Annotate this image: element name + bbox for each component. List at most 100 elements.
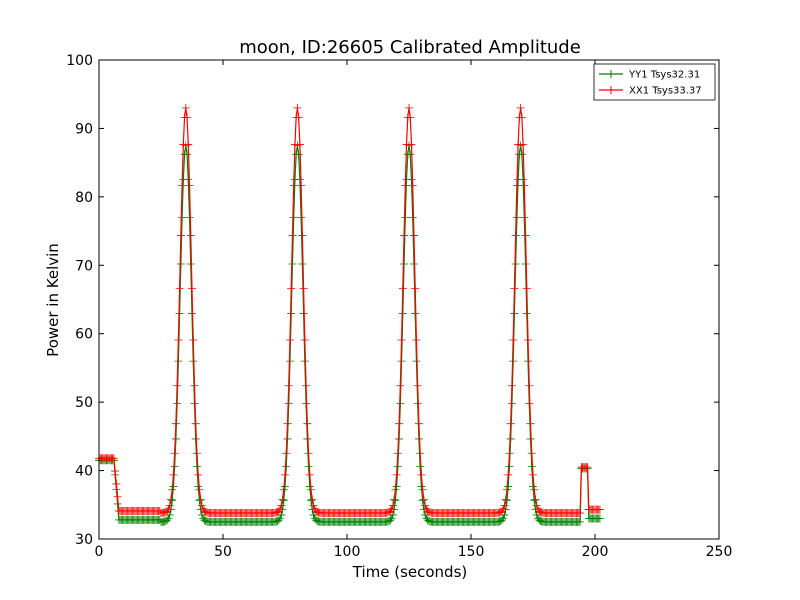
x-tick-label: 200 [582, 544, 609, 560]
data-point [386, 507, 395, 516]
data-point [411, 284, 420, 293]
data-point [304, 449, 313, 458]
data-point [194, 482, 203, 491]
data-point [499, 514, 508, 523]
data-point [111, 467, 120, 476]
data-point [392, 482, 401, 491]
data-point [526, 419, 535, 428]
data-point [176, 260, 185, 269]
data-point [522, 284, 531, 293]
data-point [413, 381, 422, 390]
data-point [595, 514, 604, 523]
data-point [421, 501, 430, 510]
data-point [517, 113, 526, 122]
data-point [278, 495, 287, 504]
data-point [519, 140, 528, 149]
data-point [521, 260, 530, 269]
axis-ticks: 0 50 100 150 200 250 30 40 50 60 70 80 90 100 [66, 53, 732, 560]
data-point [305, 482, 314, 491]
data-point [511, 231, 520, 240]
data-point [294, 113, 303, 122]
data-point [191, 419, 200, 428]
data-point [407, 175, 416, 184]
data-point [521, 231, 530, 240]
data-point [309, 501, 318, 510]
data-point [188, 284, 196, 293]
data-point [416, 449, 425, 458]
data-point [112, 479, 121, 488]
data-point [197, 501, 206, 510]
data-point [295, 140, 304, 149]
data-point [178, 213, 187, 222]
data-point [395, 419, 404, 428]
data-point [583, 463, 592, 472]
data-point [183, 150, 192, 159]
data-point [288, 231, 297, 240]
data-point [520, 181, 529, 190]
data-point [297, 213, 306, 222]
data-point [517, 150, 526, 159]
data-point [529, 470, 537, 479]
data-point [391, 485, 400, 494]
data-point [500, 501, 509, 510]
data-point [298, 231, 307, 240]
data-point [282, 449, 291, 458]
data-point [398, 284, 407, 293]
data-point [169, 470, 178, 479]
data-point [505, 449, 514, 458]
x-tick-label: 250 [706, 544, 733, 560]
data-point [507, 381, 516, 390]
data-point [393, 449, 402, 458]
data-point [274, 516, 283, 525]
data-point [388, 501, 397, 510]
data-point [387, 505, 396, 514]
data-point [418, 496, 427, 505]
data-point [498, 516, 506, 525]
data-point [524, 335, 533, 344]
legend-label-yy1: YY1 Tsys32.31 [628, 70, 700, 81]
data-point [283, 419, 292, 428]
data-point [184, 175, 193, 184]
data-point [510, 284, 519, 293]
data-point [195, 496, 204, 505]
y-tick-label: 50 [75, 395, 93, 411]
data-point [303, 419, 312, 428]
data-point [504, 482, 513, 491]
data-point [168, 485, 177, 494]
y-tick-label: 40 [75, 464, 93, 480]
legend-box [593, 63, 716, 101]
data-point [294, 150, 303, 159]
data-point [164, 505, 173, 514]
data-point [531, 495, 540, 504]
data-point [295, 175, 304, 184]
data-point [173, 381, 182, 390]
data-point [308, 495, 317, 504]
data-point [386, 516, 395, 525]
data-point [512, 213, 521, 222]
data-point [408, 181, 417, 190]
data-point [289, 213, 298, 222]
data-point [504, 470, 513, 479]
data-point [506, 419, 515, 428]
data-point [419, 495, 428, 504]
data-point [530, 485, 539, 494]
data-point [409, 231, 418, 240]
data-point [400, 231, 409, 240]
data-point [576, 508, 585, 517]
data-point [281, 470, 289, 479]
data-point [287, 284, 296, 293]
x-axis-label: Time (seconds) [352, 563, 468, 581]
data-point [285, 335, 294, 344]
plot-area [95, 103, 604, 526]
data-point [284, 381, 293, 390]
data-point [109, 454, 118, 463]
data-point [279, 485, 288, 494]
data-point [168, 496, 177, 505]
data-point [530, 496, 539, 505]
data-point [412, 335, 421, 344]
legend-label-xx1: XX1 Tsys33.37 [629, 86, 702, 97]
data-point [417, 470, 426, 479]
data-point [417, 482, 426, 491]
y-axis-label: Power in Kelvin [44, 243, 62, 357]
